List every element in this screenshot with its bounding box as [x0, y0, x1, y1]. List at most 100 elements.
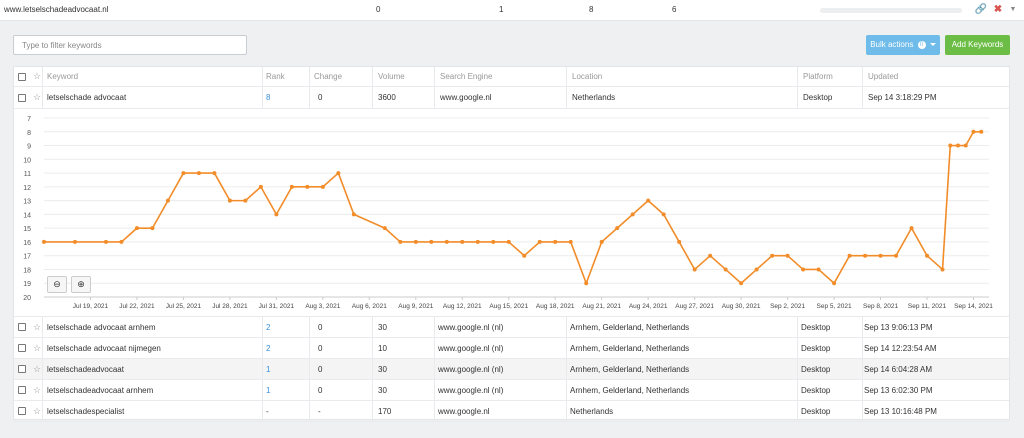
row-platform: Desktop [801, 385, 831, 395]
row-checkbox[interactable] [18, 93, 26, 102]
x-tick-label: Aug 21, 2021 [582, 303, 621, 310]
star-icon[interactable]: ☆ [33, 363, 42, 374]
rank-data-point [661, 212, 666, 217]
header-location[interactable]: Location [572, 72, 603, 81]
rank-data-point [336, 171, 341, 176]
table-row[interactable]: ☆ letselschadeadvocaat 1 0 30 www.google.nl (… [14, 359, 1009, 380]
row-change: - [318, 406, 321, 416]
star-header-icon[interactable]: ☆ [33, 71, 42, 81]
rank-data-point [351, 212, 356, 217]
rank-data-point [584, 281, 589, 286]
row-platform: Desktop [801, 406, 831, 416]
x-tick-label: Aug 3, 2021 [305, 303, 340, 310]
rank-data-point [785, 253, 790, 258]
rank-data-point [708, 253, 713, 258]
y-tick-label: 15 [23, 226, 31, 233]
row-platform: Desktop [801, 364, 831, 374]
row-change: 0 [318, 93, 323, 102]
star-icon[interactable]: ☆ [33, 92, 42, 102]
rank-history-chart-svg: 7 8 9 10 11 12 13 14 15 16 17 18 19 20 Jul 19, 2021 Jul… [23, 116, 993, 310]
keyword-filter-input[interactable] [13, 35, 247, 55]
star-icon[interactable]: ☆ [33, 321, 42, 332]
header-keyword[interactable]: Keyword [47, 72, 79, 81]
header-change[interactable]: Change [314, 72, 343, 81]
zoom-in-icon[interactable]: ⊕ [71, 276, 91, 293]
rank-data-point [475, 239, 480, 244]
header-platform[interactable]: Platform [803, 72, 833, 81]
x-tick-label: Jul 25, 2021 [166, 303, 202, 310]
row-keyword: letselschade advocaat nijmegen [47, 343, 161, 353]
site-domain[interactable]: www.letselschadeadvocaat.nl [4, 5, 109, 14]
row-updated: Sep 13 10:16:48 PM [864, 406, 937, 416]
rank-data-point [506, 239, 511, 244]
rank-data-point [894, 253, 899, 258]
y-tick-label: 13 [23, 199, 31, 206]
rank-data-point [956, 143, 961, 148]
rank-data-point [72, 239, 77, 244]
table-row-expanded[interactable]: ☆ letselschade advocaat 8 0 3600 www.goo… [14, 87, 1009, 109]
rank-history-chart: 7 8 9 10 11 12 13 14 15 16 17 18 19 20 Jul 19, 2021 Jul… [14, 109, 1009, 317]
rank-data-point [948, 143, 953, 148]
rank-data-point [429, 239, 434, 244]
row-checkbox[interactable] [18, 386, 26, 394]
rank-data-point [677, 239, 682, 244]
star-icon[interactable]: ☆ [33, 384, 42, 395]
rank-data-point [832, 281, 837, 286]
rank-data-point [630, 212, 635, 217]
zoom-out-icon[interactable]: ⊖ [47, 276, 67, 293]
caret-down-icon[interactable]: ▼ [1009, 6, 1017, 13]
rank-data-point [847, 253, 852, 258]
y-tick-label: 14 [23, 212, 31, 219]
select-all-checkbox[interactable] [18, 72, 26, 81]
row-checkbox[interactable] [18, 344, 26, 352]
row-updated: Sep 14 6:04:28 AM [864, 364, 933, 374]
row-rank[interactable]: 1 [266, 385, 271, 395]
keywords-table: ☆ Keyword Rank Change Volume Search Engi… [13, 66, 1010, 422]
close-icon[interactable]: ✖ [993, 4, 1003, 15]
row-rank[interactable]: 8 [266, 93, 271, 102]
table-row[interactable]: ☆ letselschade advocaat arnhem 2 0 30 www.goo… [14, 317, 1009, 338]
row-rank[interactable]: 2 [266, 343, 271, 353]
row-rank[interactable]: 1 [266, 364, 271, 374]
x-tick-label: Jul 22, 2021 [119, 303, 155, 310]
header-rank[interactable]: Rank [266, 72, 285, 81]
bulk-actions-button[interactable]: Bulk actions 0 [866, 35, 940, 55]
row-keyword: letselschade advocaat [47, 93, 127, 102]
bulk-actions-count-badge: 0 [917, 40, 926, 49]
row-checkbox[interactable] [18, 407, 26, 415]
rank-data-point [103, 239, 108, 244]
rank-data-point [305, 184, 310, 189]
x-tick-label: Aug 15, 2021 [489, 303, 528, 310]
x-tick-label: Aug 18, 2021 [536, 303, 575, 310]
row-platform: Desktop [801, 322, 831, 332]
rank-data-point [134, 226, 139, 231]
y-tick-label: 8 [27, 130, 31, 137]
row-search-engine: www.google.nl [440, 93, 492, 102]
site-summary-row: www.letselschadeadvocaat.nl 0 1 8 6 🔗 ✖ … [0, 0, 1024, 21]
row-rank[interactable]: 2 [266, 322, 271, 332]
table-row[interactable]: ☆ letselschade advocaat nijmegen 2 0 10 www.g… [14, 338, 1009, 359]
row-change: 0 [318, 364, 323, 374]
table-row[interactable]: ☆ letselschadeadvocaat arnhem 1 0 30 www.goog… [14, 380, 1009, 401]
star-icon[interactable]: ☆ [33, 405, 42, 416]
x-tick-label: Jul 19, 2021 [73, 303, 109, 310]
row-checkbox[interactable] [18, 323, 26, 331]
star-icon[interactable]: ☆ [33, 342, 42, 353]
rank-data-point [537, 239, 542, 244]
y-tick-label: 16 [23, 240, 31, 247]
add-keywords-button[interactable]: Add Keywords [945, 35, 1010, 55]
rank-data-point [165, 198, 170, 203]
row-checkbox[interactable] [18, 365, 26, 373]
y-tick-label: 20 [23, 295, 31, 302]
row-location: Arnhem, Gelderland, Netherlands [570, 364, 690, 374]
header-volume[interactable]: Volume [378, 72, 405, 81]
row-keyword: letselschade advocaat arnhem [47, 322, 156, 332]
link-icon[interactable]: 🔗 [974, 4, 988, 15]
y-tick-label: 7 [27, 116, 31, 123]
x-tick-label: Aug 30, 2021 [722, 303, 761, 310]
header-search-engine[interactable]: Search Engine [440, 72, 493, 81]
table-row[interactable]: ☆ letselschadespecialist - - 170 www.google.n… [14, 401, 1009, 422]
rank-data-point [398, 239, 403, 244]
row-engine: www.google.nl [438, 406, 490, 416]
header-updated[interactable]: Updated [868, 72, 899, 81]
